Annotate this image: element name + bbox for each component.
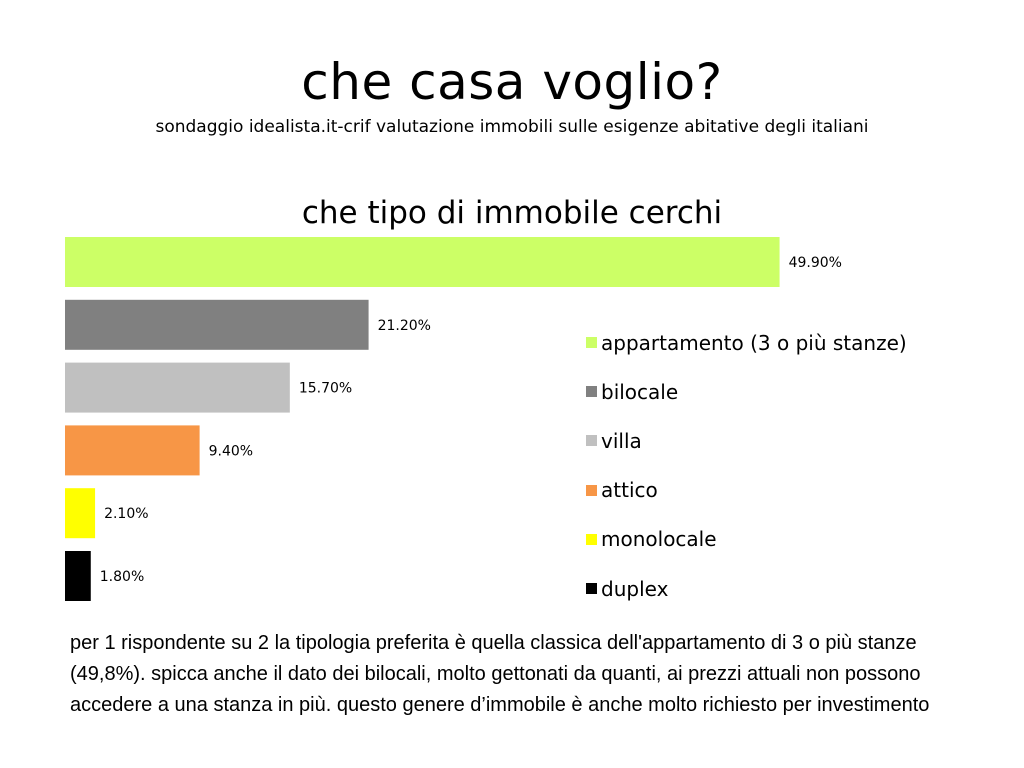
legend-item-4: monolocale — [586, 515, 907, 564]
bar-1 — [65, 299, 369, 350]
bar-2 — [65, 362, 290, 413]
chart-legend: appartamento (3 o più stanze) bilocale vil… — [586, 318, 907, 613]
chart-title: che tipo di immobile cerchi — [301, 195, 723, 231]
slide-subtitle: sondaggio idealista.it-crif valutazione … — [155, 117, 869, 137]
legend-label-4: monolocale — [601, 527, 717, 552]
bar-0 — [65, 237, 780, 287]
legend-swatch-2 — [586, 435, 597, 447]
legend-swatch-5 — [586, 583, 597, 595]
legend-item-2: villa — [586, 416, 907, 465]
bar-value-label-0: 49.90% — [789, 255, 842, 271]
legend-item-0: appartamento (3 o più stanze) — [586, 318, 907, 367]
legend-item-1: bilocale — [586, 367, 907, 416]
bar-value-label-2: 15.70% — [299, 381, 352, 397]
legend-label-2: villa — [601, 428, 642, 453]
bar-value-label-1: 21.20% — [378, 318, 431, 334]
legend-item-5: duplex — [586, 564, 907, 613]
bar-4 — [65, 488, 96, 539]
slide-title: che casa voglio? — [301, 53, 723, 111]
legend-swatch-1 — [586, 386, 597, 398]
bar-value-label-4: 2.10% — [104, 506, 148, 522]
legend-label-0: appartamento (3 o più stanze) — [601, 330, 907, 355]
legend-item-3: attico — [586, 466, 907, 515]
legend-label-3: attico — [601, 478, 658, 503]
bar-value-label-5: 1.80% — [100, 569, 144, 585]
legend-label-5: duplex — [601, 576, 669, 601]
legend-swatch-3 — [586, 484, 597, 496]
legend-swatch-4 — [586, 533, 597, 545]
legend-swatch-0 — [586, 337, 597, 349]
bar-value-label-3: 9.40% — [209, 443, 253, 459]
caption-text: per 1 rispondente su 2 la tipologia pref… — [70, 632, 930, 716]
legend-label-1: bilocale — [601, 379, 679, 404]
bar-5 — [65, 551, 91, 601]
bar-3 — [65, 425, 200, 476]
